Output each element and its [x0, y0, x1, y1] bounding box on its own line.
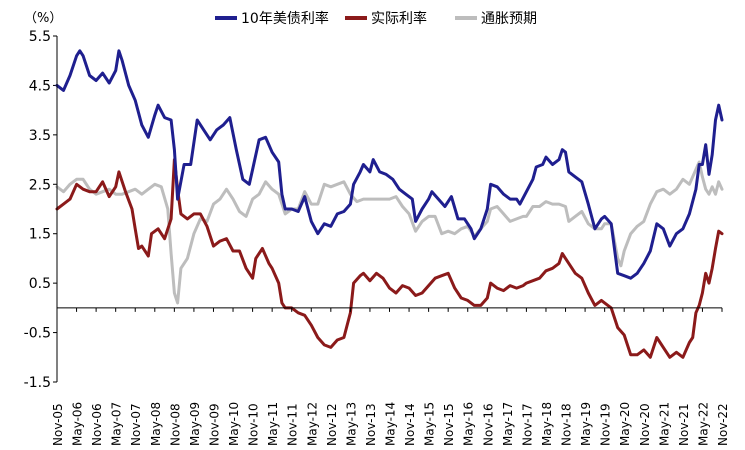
- x-tick-label: Nov-11: [286, 403, 300, 446]
- x-tick-label: Nov-22: [716, 403, 730, 446]
- x-tick-label: Nov-08: [168, 403, 182, 446]
- legend-label-0: 10年美债利率: [241, 10, 329, 27]
- y-tick-label: 1.5: [29, 227, 51, 243]
- x-tick-label: May-20: [618, 402, 632, 446]
- x-tick-label: Nov-09: [207, 403, 221, 446]
- x-tick-label: May-12: [305, 402, 319, 446]
- x-tick-label: Nov-10: [247, 403, 261, 446]
- x-tick-label: May-17: [501, 402, 515, 446]
- x-tick-label: Nov-13: [364, 403, 378, 446]
- x-tick-label: May-15: [423, 402, 437, 446]
- x-tick-label: May-13: [344, 402, 358, 446]
- x-tick-label: Nov-21: [677, 403, 691, 446]
- x-tick-label: May-06: [71, 402, 85, 446]
- x-tick-label: May-18: [540, 402, 554, 446]
- x-tick-label: Nov-16: [481, 403, 495, 446]
- x-tick-label: Nov-05: [51, 403, 65, 446]
- x-tick-label: May-19: [579, 402, 593, 446]
- series-line-1: [55, 158, 724, 359]
- x-tick-label: Nov-17: [520, 403, 534, 446]
- x-tick-label: Nov-06: [90, 403, 104, 446]
- y-axis: 5.5 4.5 3.5 2.5 1.5 0.5 -0.5 -1.5: [24, 29, 57, 391]
- x-tick-label: May-07: [110, 402, 124, 446]
- y-tick-label: 5.5: [29, 29, 51, 45]
- x-tick-label: Nov-12: [325, 403, 339, 446]
- x-tick-label: May-10: [227, 402, 241, 446]
- y-tick-label: 3.5: [29, 128, 51, 144]
- x-tick-label: May-21: [657, 402, 671, 446]
- y-tick-label: 4.5: [29, 78, 51, 94]
- legend-label-1: 实际利率: [371, 10, 427, 27]
- x-tick-label: May-09: [188, 402, 202, 446]
- series-line-2: [55, 160, 724, 305]
- y-axis-unit-label: （%）: [24, 11, 62, 26]
- x-tick-label: May-16: [462, 402, 476, 446]
- x-tick-label: Nov-20: [638, 403, 652, 446]
- chart-legend: 10年美债利率 实际利率 通胀预期: [215, 10, 537, 27]
- x-tick-label: Nov-07: [129, 403, 143, 446]
- series-layer: [55, 49, 724, 359]
- y-tick-label: 2.5: [29, 177, 51, 193]
- series-line-0: [55, 49, 724, 280]
- x-tick-label: Nov-18: [560, 403, 574, 446]
- x-tick-label: Nov-19: [599, 403, 613, 446]
- legend-label-2: 通胀预期: [481, 11, 537, 27]
- x-tick-label: Nov-14: [403, 403, 417, 446]
- x-tick-label: Nov-15: [442, 403, 456, 446]
- y-tick-label: -0.5: [24, 326, 51, 342]
- y-tick-label: 0.5: [29, 276, 51, 292]
- x-axis: Nov-05 May-06 Nov-06 May-07 Nov-07 May-08 Nov-…: [51, 307, 730, 446]
- y-tick-label: -1.5: [24, 375, 51, 391]
- x-tick-label: May-14: [384, 402, 398, 446]
- x-tick-label: May-22: [696, 402, 710, 446]
- x-tick-label: May-08: [149, 402, 163, 446]
- x-tick-label: May-11: [266, 402, 280, 446]
